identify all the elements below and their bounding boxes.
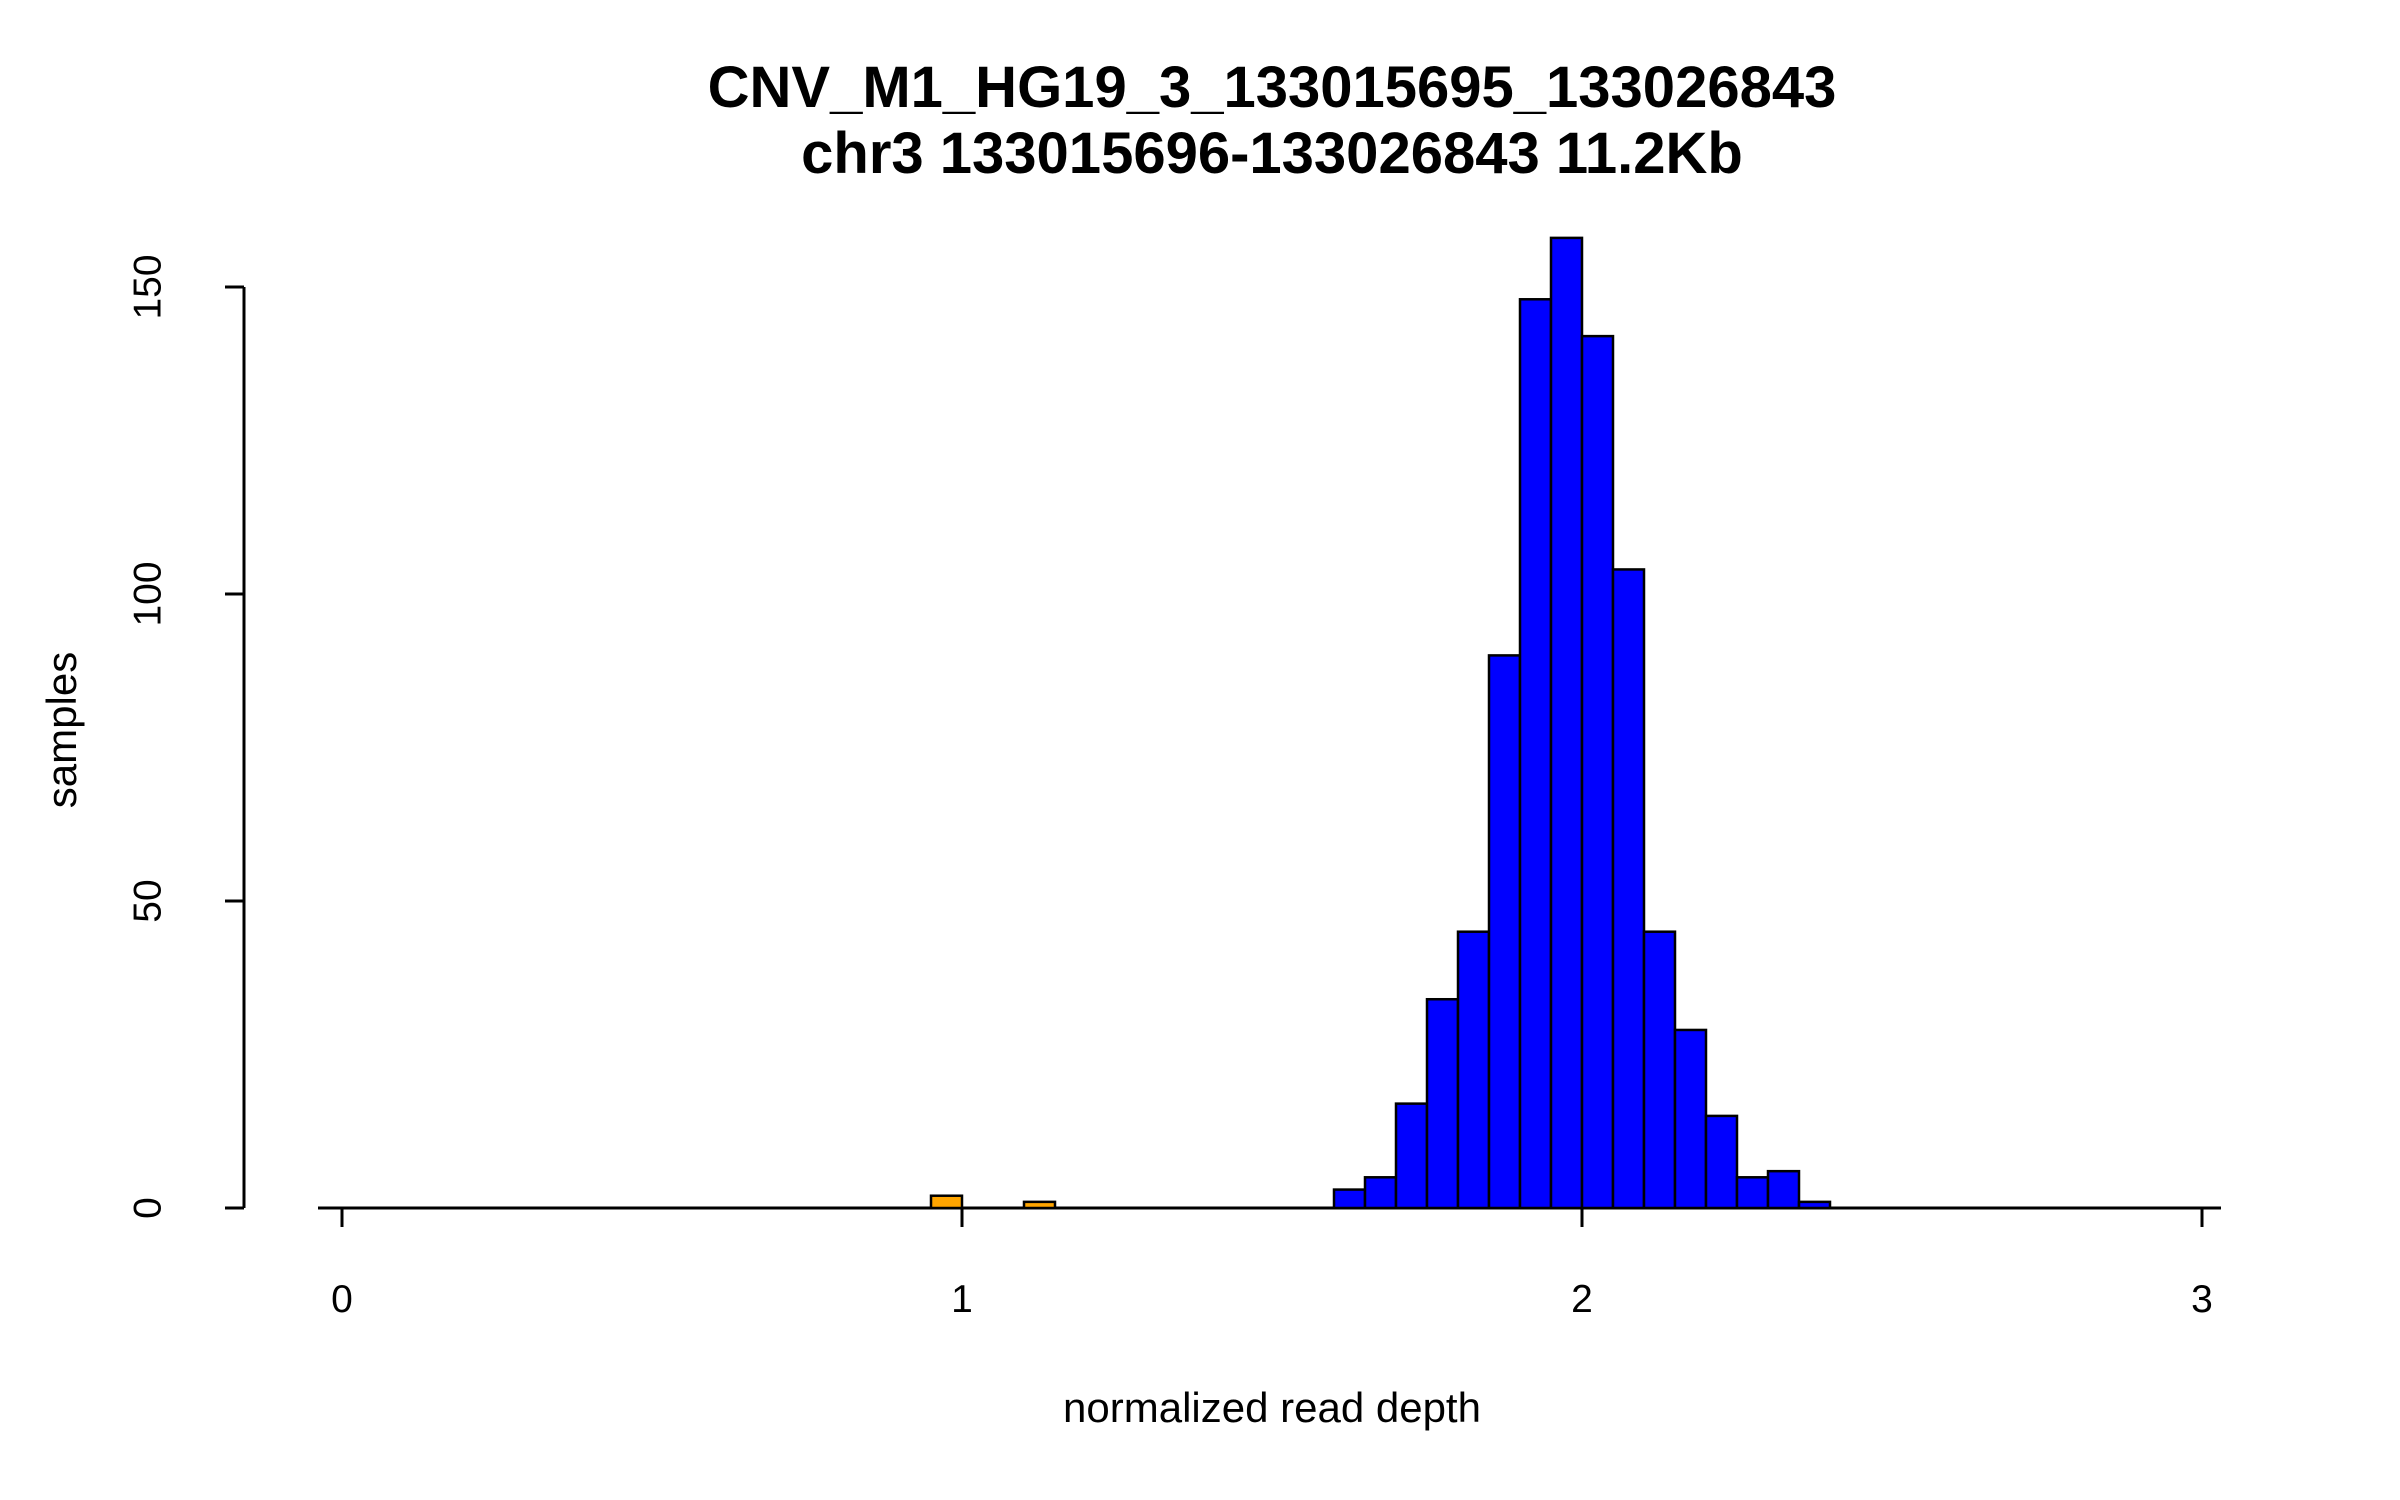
histogram-bar-blue_bars [1611, 568, 1646, 1210]
x-tick-label: 3 [2191, 1278, 2213, 1321]
chart-title: CNV_M1_HG19_3_133015695_133026843 [707, 55, 1837, 120]
y-tick-label: 150 [127, 254, 170, 319]
histogram-bar-blue_bars [1766, 1169, 1801, 1210]
x-tick-label: 1 [951, 1278, 973, 1321]
histogram-bar-blue_bars [1704, 1114, 1739, 1210]
histogram-bar-blue_bars [1394, 1102, 1429, 1210]
histogram-bar-blue_bars [1518, 298, 1553, 1210]
histogram-bar-blue_bars [1549, 236, 1584, 1210]
histogram-bar-blue_bars [1332, 1188, 1367, 1210]
y-tick-label: 0 [127, 1197, 170, 1219]
histogram-bar-blue_bars [1580, 334, 1615, 1210]
histogram-bar-blue_bars [1673, 1028, 1708, 1210]
x-tick-label: 0 [331, 1278, 353, 1321]
y-tick-label: 100 [127, 561, 170, 626]
histogram-bar-blue_bars [1797, 1200, 1832, 1210]
histogram-bar-blue_bars [1456, 930, 1491, 1210]
x-tick-label: 2 [1571, 1278, 1593, 1321]
y-tick-label: 50 [127, 879, 170, 922]
y-axis-label: samples [38, 651, 85, 809]
histogram-bar-orange_bars [1022, 1200, 1057, 1210]
histogram-bar-blue_bars [1363, 1176, 1398, 1210]
histogram-bar-blue_bars [1642, 930, 1677, 1210]
histogram-bar-blue_bars [1735, 1176, 1770, 1210]
histogram-bar-blue_bars [1425, 997, 1460, 1210]
chart-subtitle: chr3 133015696-133026843 11.2Kb [801, 121, 1743, 186]
histogram-bar-blue_bars [1487, 654, 1522, 1210]
histogram-bar-orange_bars [929, 1194, 964, 1210]
x-axis-label: normalized read depth [1063, 1384, 1481, 1431]
